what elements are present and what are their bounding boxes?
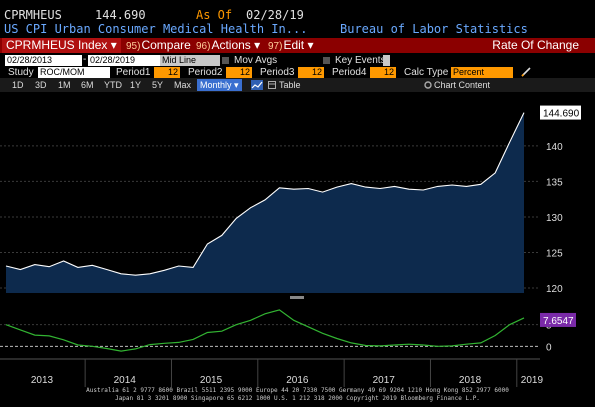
- range-1y-button[interactable]: 1Y: [130, 80, 142, 90]
- study-axis: 057.6547: [540, 312, 576, 353]
- price-tick-label-2: 130: [546, 213, 563, 224]
- line-chart-icon[interactable]: [251, 80, 263, 90]
- price-tick-label-3: 135: [546, 177, 563, 188]
- x-tick-label-2014: 2014: [114, 375, 137, 386]
- table-icon[interactable]: [268, 81, 276, 89]
- study-label: Study: [8, 67, 34, 78]
- period2-label: Period2: [188, 67, 223, 78]
- key-events-label: Key Events: [335, 55, 386, 66]
- range-1m-button[interactable]: 1M: [58, 80, 71, 90]
- date-separator: -: [83, 54, 87, 65]
- range-3d-button[interactable]: 3D: [35, 80, 47, 90]
- security-button[interactable]: CPRMHEUS Index ▾: [2, 38, 121, 53]
- chart-content-button[interactable]: Chart Content: [434, 80, 491, 90]
- study-gridlines: [0, 324, 540, 347]
- range-1d-button[interactable]: 1D: [12, 80, 24, 90]
- study-series-line: [5, 309, 525, 352]
- footer-line-2: Japan 81 3 3201 8900 Singapore 65 6212 1…: [115, 395, 480, 402]
- period1-label: Period1: [116, 67, 151, 78]
- period4-label: Period4: [332, 67, 367, 78]
- price-tick-label-0: 120: [546, 284, 563, 295]
- period3-label: Period3: [260, 67, 295, 78]
- table-button[interactable]: Table: [279, 80, 301, 90]
- frequency-select[interactable]: Monthly ▾: [197, 79, 242, 91]
- price-tick-label-4: 140: [546, 142, 563, 153]
- pencil-icon[interactable]: [520, 66, 532, 78]
- period1-input[interactable]: 12: [154, 67, 180, 78]
- study-last-label: 7.6547: [543, 316, 574, 327]
- chart-canvas[interactable]: 120 125 130 135 140 144.690 057.6547 2013 2014…: [0, 93, 595, 387]
- price-axis: 120 125 130 135 140 144.690: [540, 105, 581, 295]
- mov-avgs-label: Mov Avgs: [234, 55, 278, 66]
- period3-input[interactable]: 12: [298, 67, 324, 78]
- calc-type-select[interactable]: Percent: [451, 67, 513, 78]
- x-axis: 2013 2014 2015 2016 2017 2018 2019: [0, 358, 544, 387]
- price-last-label: 144.690: [543, 109, 580, 120]
- range-toolbar: 1D 3D 1M 6M YTD 1Y 5Y Max Monthly ▾ Tabl…: [0, 78, 595, 92]
- start-date-input[interactable]: 02/28/2013: [5, 55, 82, 66]
- footer-line-1: Australia 61 2 9777 8600 Brazil 5511 239…: [86, 387, 509, 394]
- x-tick-label-2019: 2019: [521, 375, 544, 386]
- key-events-toggle[interactable]: [383, 55, 390, 66]
- range-max-button[interactable]: Max: [174, 80, 192, 90]
- range-6m-button[interactable]: 6M: [81, 80, 94, 90]
- mov-avgs-checkbox[interactable]: [222, 57, 229, 64]
- compare-button[interactable]: 95)Compare: [126, 38, 191, 52]
- edit-button[interactable]: 97)Edit ▾: [268, 38, 314, 52]
- actions-button[interactable]: 96)Actions ▾: [196, 38, 261, 52]
- period2-input[interactable]: 12: [226, 67, 252, 78]
- panel-divider[interactable]: [0, 294, 540, 302]
- menu-bar: CPRMHEUS Index ▾ 95)Compare 96)Actions ▾…: [0, 38, 595, 53]
- x-tick-label-2016: 2016: [286, 375, 309, 386]
- last-value: 144.690: [95, 8, 146, 22]
- end-date-input[interactable]: 02/28/2019: [88, 55, 160, 66]
- rate-of-change-title: Rate Of Change: [492, 38, 579, 52]
- as-of-label: As Of: [196, 8, 233, 22]
- chart-style-select[interactable]: Mid Line: [160, 55, 220, 66]
- as-of-date[interactable]: 02/28/19: [246, 8, 304, 22]
- gear-icon[interactable]: [424, 81, 432, 89]
- study-select[interactable]: ROC/MOM: [38, 67, 110, 78]
- footer-contacts: Australia 61 2 9777 8600 Brazil 5511 239…: [0, 387, 595, 407]
- series-source: Bureau of Labor Statistics: [340, 22, 528, 36]
- x-tick-label-2017: 2017: [373, 375, 396, 386]
- range-5y-button[interactable]: 5Y: [152, 80, 164, 90]
- study-tick-label-0: 0: [546, 342, 552, 353]
- x-tick-label-2015: 2015: [200, 375, 223, 386]
- price-series-line: [5, 112, 525, 276]
- x-tick-label-2018: 2018: [459, 375, 482, 386]
- series-description: US CPI Urban Consumer Medical Health In.…: [4, 22, 308, 36]
- price-area: [6, 112, 524, 293]
- panel-resize-handle[interactable]: [290, 296, 304, 299]
- range-ytd-button[interactable]: YTD: [104, 80, 122, 90]
- ticker-label: CPRMHEUS: [4, 8, 62, 22]
- price-last-badge: [540, 105, 581, 120]
- x-tick-label-2013: 2013: [31, 375, 54, 386]
- study-last-badge: [540, 312, 576, 327]
- key-events-checkbox[interactable]: [323, 57, 330, 64]
- calc-type-label: Calc Type: [404, 67, 449, 78]
- price-tick-label-1: 125: [546, 248, 563, 259]
- period4-input[interactable]: 12: [370, 67, 396, 78]
